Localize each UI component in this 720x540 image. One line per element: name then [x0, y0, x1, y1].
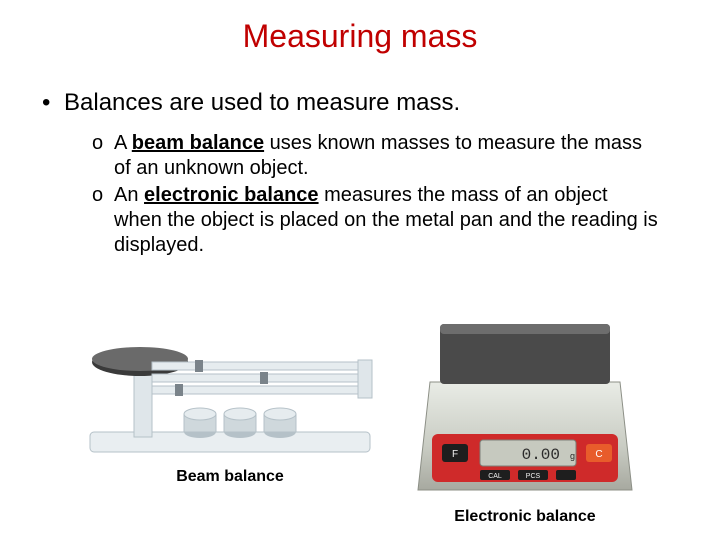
- term-beam-balance: beam balance: [132, 132, 264, 154]
- btn-f: F: [452, 449, 458, 460]
- slide-container: Measuring mass Balances are used to meas…: [0, 0, 720, 540]
- electronic-balance-illustration: 0.00 g F C CAL PCS: [410, 312, 640, 502]
- bullet-electronic-balance: An electronic balance measures the mass …: [114, 183, 660, 258]
- bullet-beam-balance: A beam balance uses known masses to meas…: [114, 131, 660, 181]
- btn-c: C: [595, 449, 602, 460]
- lcd-value: 0.00: [522, 446, 560, 464]
- bullet-main: Balances are used to measure mass.: [64, 89, 690, 117]
- slide-title: Measuring mass: [30, 18, 690, 55]
- caption-beam: Beam balance: [176, 468, 284, 486]
- figure-beam-balance: Beam balance: [80, 312, 380, 526]
- figures-row: Beam balance 0: [0, 312, 720, 526]
- term-electronic-balance: electronic balance: [144, 184, 319, 206]
- bullet-prefix: A: [114, 132, 132, 154]
- btn-pcs: PCS: [526, 473, 541, 480]
- bullet-prefix: An: [114, 184, 144, 206]
- beam-balance-illustration: [80, 312, 380, 462]
- btn-cal: CAL: [488, 473, 502, 480]
- figure-electronic-balance: 0.00 g F C CAL PCS Electronic balance: [410, 312, 640, 526]
- caption-electronic: Electronic balance: [454, 508, 595, 526]
- lcd-unit: g: [570, 451, 575, 461]
